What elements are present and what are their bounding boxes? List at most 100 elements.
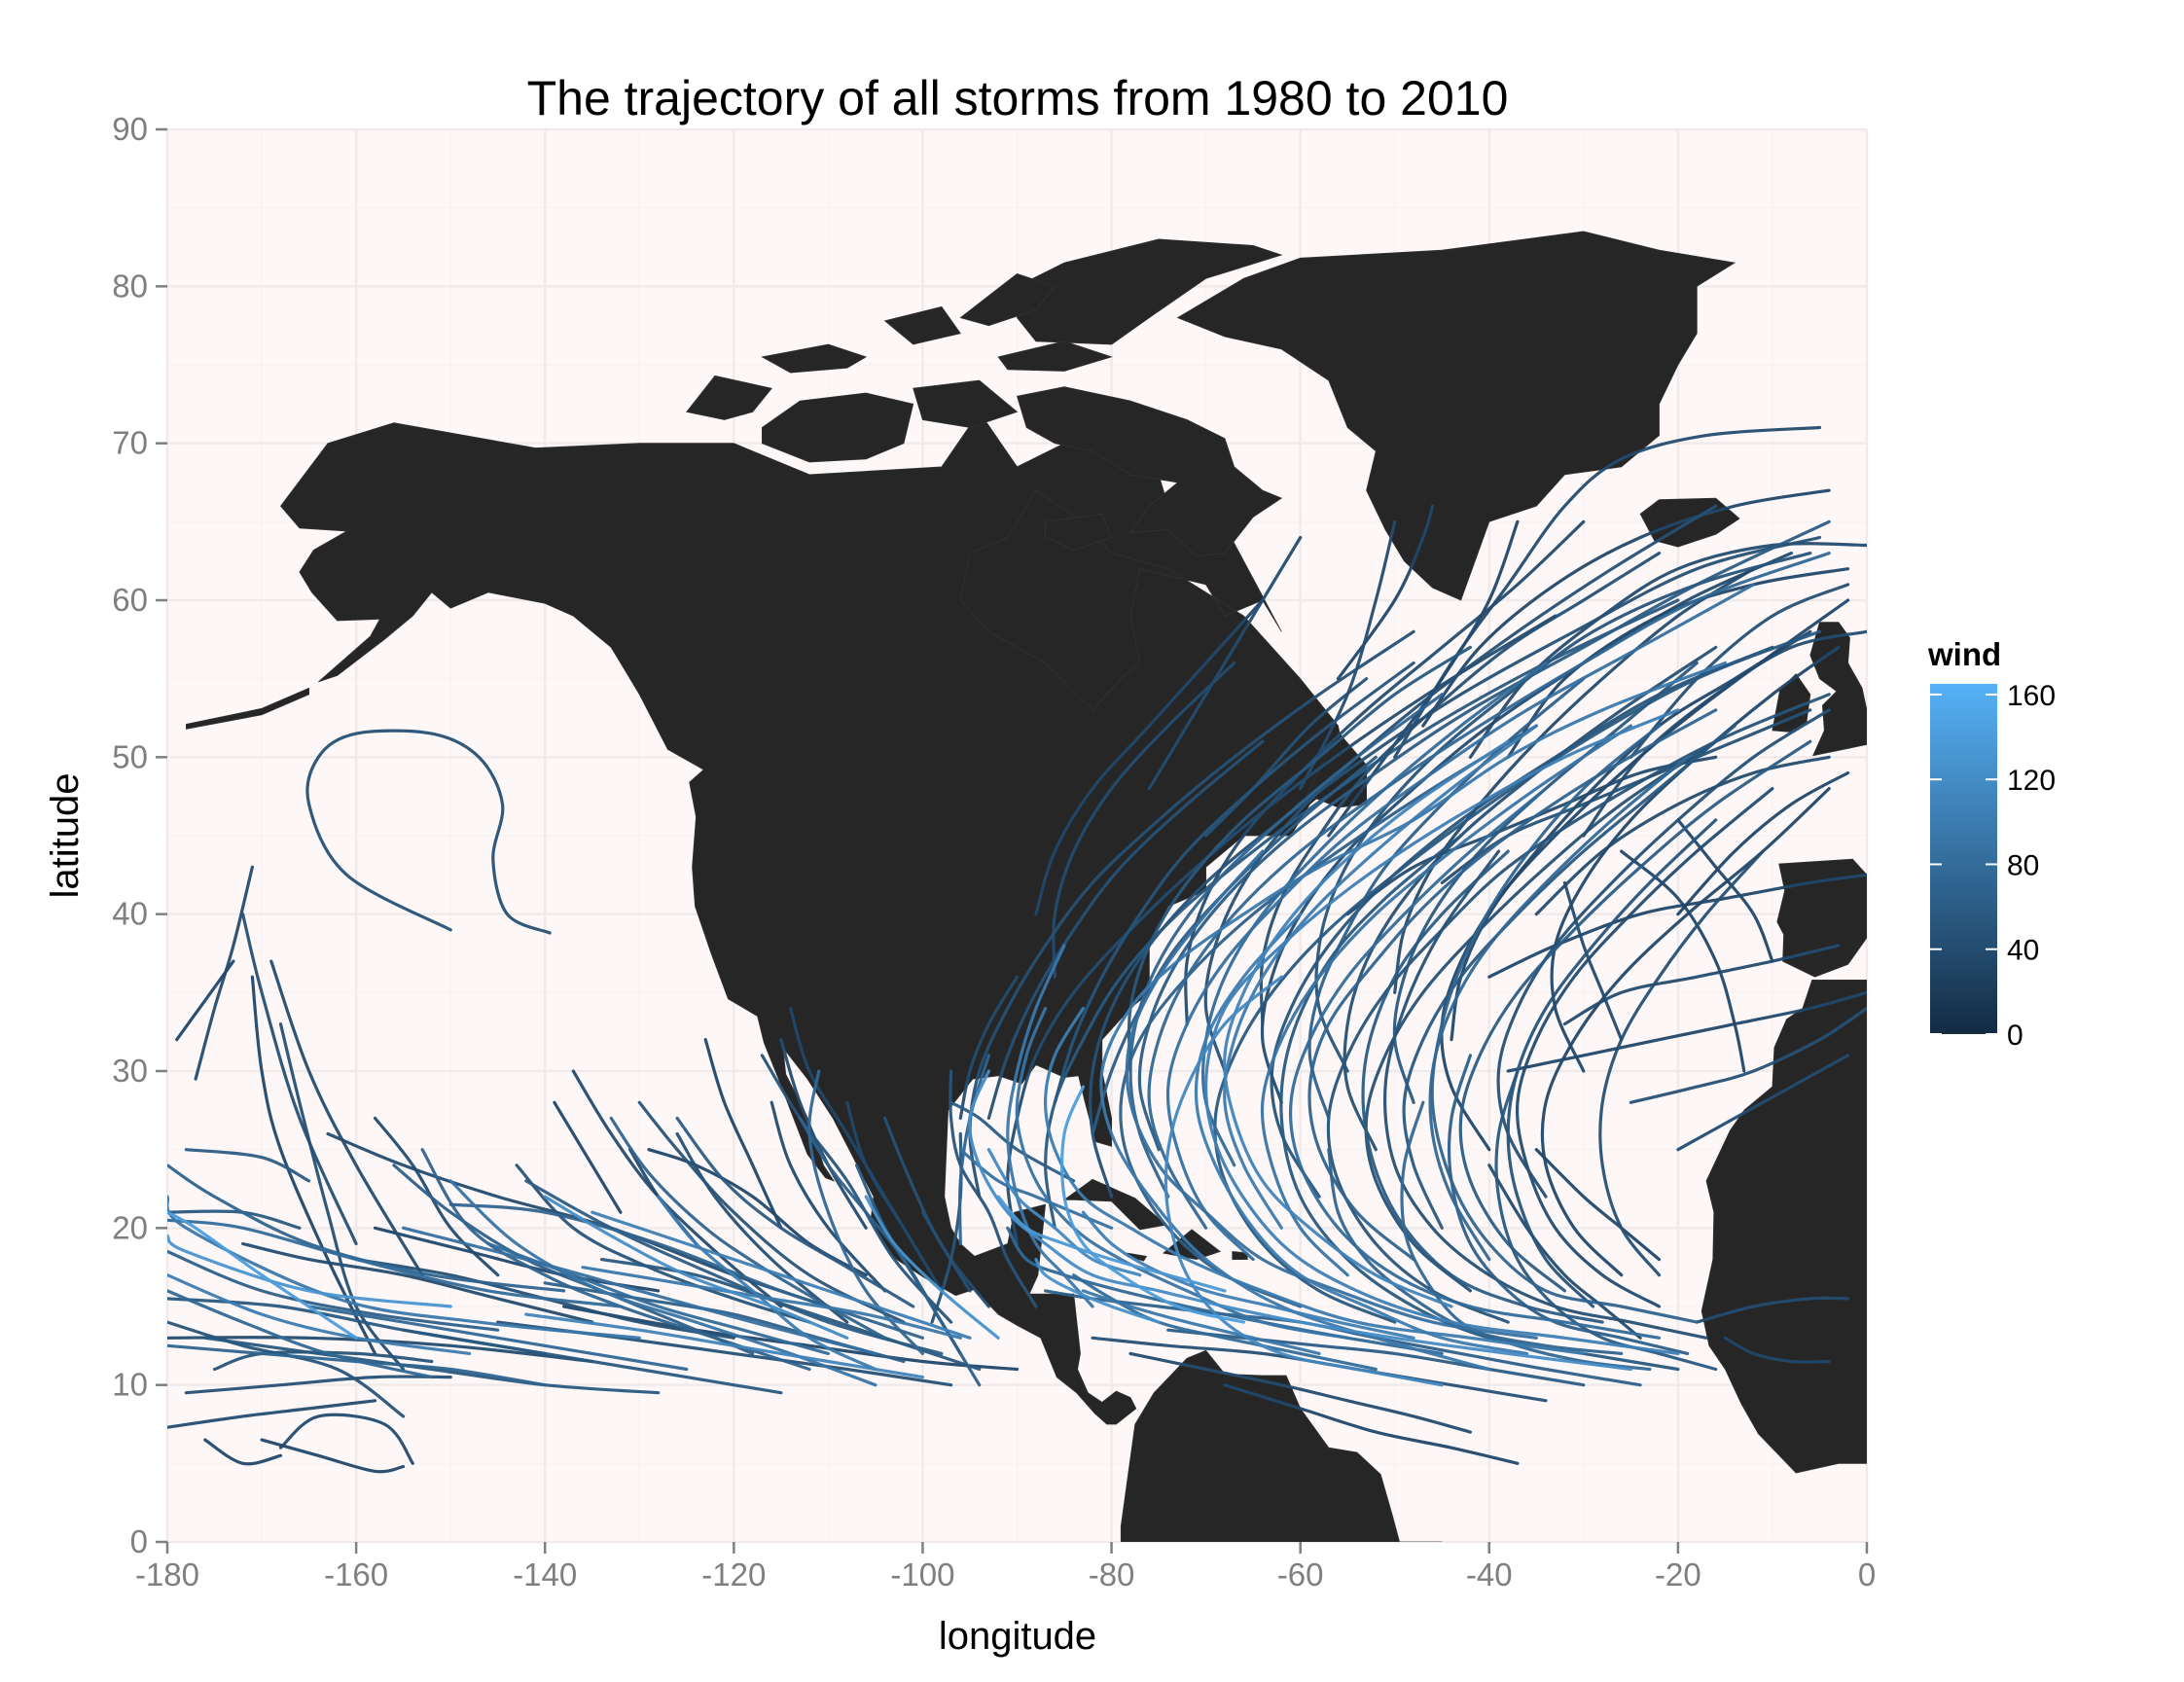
storm-track (1494, 1069, 1718, 1372)
storm-track (184, 1375, 452, 1395)
x-tick-label: -140 (513, 1557, 577, 1593)
storm-track (1598, 849, 1765, 1277)
storm-track (864, 1195, 1000, 1340)
storm-track (1540, 787, 1831, 1277)
land-somerset-prince-of-wales (913, 379, 1019, 428)
storm-track (996, 1195, 1227, 1293)
storm-track (241, 913, 358, 1246)
y-axis: 0 10 20 30 40 50 60 70 80 90 (112, 111, 167, 1559)
storm-track (675, 1116, 915, 1308)
storm-track (1327, 1148, 1624, 1355)
storm-track (1099, 661, 1727, 1372)
x-tick-label: -160 (324, 1557, 388, 1593)
storm-track (657, 1195, 877, 1372)
land-banks-island (686, 375, 772, 420)
storm-track (203, 1438, 283, 1466)
storm-track (326, 1131, 830, 1308)
storm-track (194, 865, 254, 1081)
storm-track (1200, 661, 1548, 1167)
storm-track (1307, 708, 1718, 1262)
legend-tick-label: 0 (2007, 1020, 2023, 1052)
storm-track (1125, 849, 1538, 1340)
storm-track (553, 1100, 623, 1214)
y-tick-label: 40 (112, 896, 148, 932)
storm-track (1393, 425, 1822, 759)
storm-track (241, 1241, 594, 1324)
storm-track (1515, 787, 1774, 1308)
legend-tick-label: 120 (2007, 765, 2056, 797)
storm-track (543, 1195, 849, 1340)
storm-track (1393, 567, 1756, 994)
storm-track (845, 1100, 944, 1293)
storm-track (1044, 598, 1680, 1230)
y-tick-label: 80 (112, 268, 148, 304)
legend-tick-label: 80 (2007, 849, 2039, 881)
storm-track (524, 1179, 944, 1355)
storm-track (278, 1413, 414, 1465)
storm-track (1299, 519, 1397, 791)
land-southampton-island (1045, 513, 1113, 551)
land-iberia (1776, 858, 1867, 978)
x-tick-label: -180 (135, 1557, 199, 1593)
y-tick-label: 20 (112, 1209, 148, 1245)
x-tick-label: -40 (1466, 1557, 1513, 1593)
storm-track (1400, 1100, 1652, 1372)
storm-track (167, 1210, 358, 1340)
storm-track (1260, 552, 1793, 1104)
storm-track (260, 1438, 406, 1474)
storm-track (1695, 1296, 1850, 1324)
storm-track (1147, 535, 1303, 791)
storm-track (1487, 1163, 1642, 1340)
storm-track (1072, 1273, 1378, 1372)
storm-track (1006, 944, 1094, 1308)
storm-track (420, 1148, 811, 1372)
storm-track (392, 1163, 755, 1355)
storm-track (807, 1069, 924, 1355)
x-axis: -180 -160 -140 -120 -100 -80 -60 -40 -20 0 (135, 1542, 1876, 1593)
x-tick-label: 0 (1858, 1557, 1876, 1593)
land-baffin-island (1016, 386, 1283, 557)
storm-track (949, 1069, 1038, 1308)
x-tick-label: -80 (1089, 1557, 1135, 1593)
y-tick-label: 50 (112, 738, 148, 774)
storm-track (703, 1038, 783, 1230)
land-puerto-rico (1232, 1251, 1248, 1260)
land-victoria-island (762, 392, 914, 463)
y-tick-label: 70 (112, 425, 148, 461)
storm-track (203, 1336, 661, 1395)
y-tick-label: 30 (112, 1053, 148, 1089)
storm-track (1147, 552, 1831, 1230)
storm-track (1345, 755, 1718, 916)
chart-title: The trajectory of all storms from 1980 t… (527, 71, 1509, 125)
land-greenland (1176, 231, 1736, 601)
storm-track (167, 1163, 566, 1293)
storm-track (1458, 739, 1812, 1293)
storm-track (305, 729, 552, 935)
x-tick-label: -100 (890, 1557, 954, 1593)
storm-track (250, 975, 377, 1355)
storm-track (1620, 849, 1746, 1073)
storm-track (1629, 583, 1850, 759)
storm-track (1223, 1383, 1520, 1465)
land-parry-islands (883, 305, 961, 345)
legend-ticks: 0 40 80 120 160 (1930, 680, 2056, 1052)
x-axis-title: longitude (939, 1615, 1096, 1658)
storm-track (1034, 598, 1265, 916)
storm-track (1428, 755, 1690, 1262)
storm-track (278, 1022, 406, 1372)
storm-tracks (167, 425, 1867, 1474)
storm-track (1487, 873, 1867, 979)
storm-track (1204, 708, 1680, 1355)
wind-legend: wind 0 40 80 120 160 (1927, 636, 2056, 1052)
land-aleutian-islands (185, 687, 310, 730)
land-masses (185, 231, 1867, 1542)
storm-track (1128, 1351, 1472, 1434)
storm-track (562, 1305, 1020, 1372)
storm-track (1534, 1148, 1662, 1262)
storm-track (184, 1148, 311, 1183)
legend-colorbar (1930, 684, 1997, 1034)
storm-track (1213, 629, 1822, 1324)
storm-track (1194, 913, 1529, 1355)
storm-track (1260, 724, 1632, 1277)
storm-track (1223, 739, 1510, 1308)
